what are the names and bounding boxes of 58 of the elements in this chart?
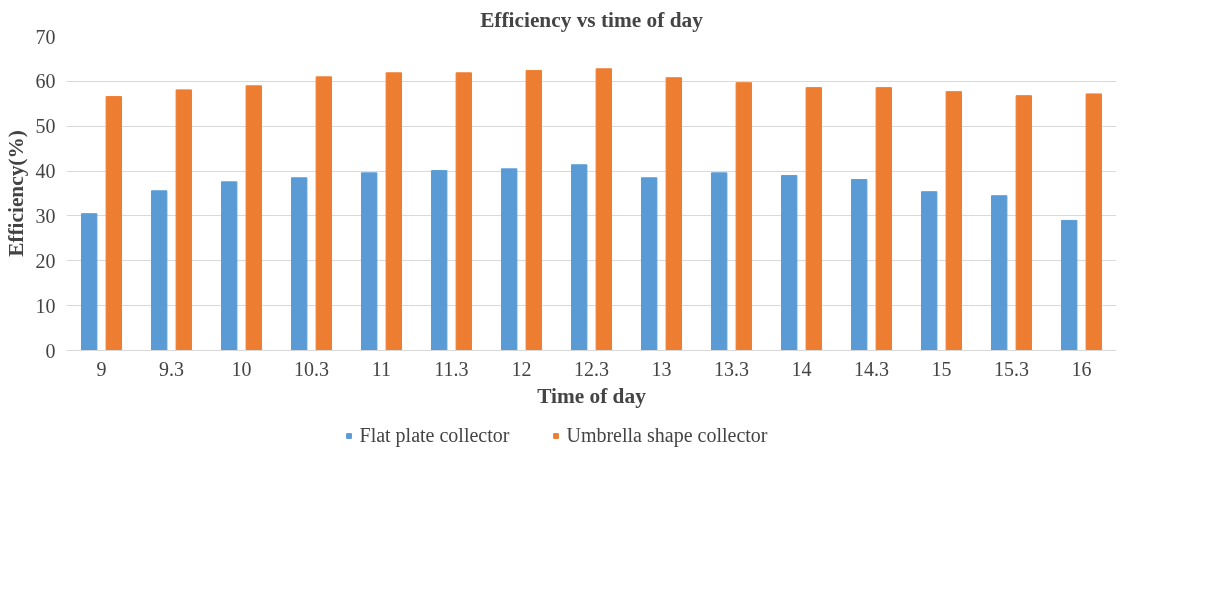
x-tick-label: 10.3: [294, 357, 329, 380]
legend-label: Flat plate collector: [359, 423, 510, 447]
x-tick-label: 11.3: [434, 357, 469, 380]
bar: [315, 76, 333, 351]
y-tick-label: 60: [35, 70, 56, 93]
x-tick-label: 15: [931, 357, 952, 380]
x-tick-label: 16: [1071, 357, 1092, 380]
legend-label: Umbrella shape collector: [566, 423, 768, 447]
y-tick-label: 70: [35, 25, 56, 48]
bar: [1085, 93, 1103, 351]
bar: [430, 170, 448, 351]
bar: [385, 72, 403, 351]
bar: [640, 177, 658, 351]
bar: [525, 70, 543, 351]
bar: [990, 195, 1008, 351]
bar: [850, 179, 868, 351]
y-axis-title: Efficiency(%): [3, 130, 28, 257]
bar: [80, 213, 98, 351]
bar: [595, 68, 613, 351]
x-tick-label: 11: [371, 357, 392, 380]
bar: [920, 191, 938, 351]
x-tick-label: 14.3: [854, 357, 889, 380]
x-tick-label: 9.3: [159, 357, 184, 380]
bar: [220, 181, 238, 351]
x-tick-label: 13.3: [714, 357, 749, 380]
x-axis-title: Time of day: [537, 383, 647, 408]
y-tick-label: 50: [35, 115, 56, 138]
bar: [245, 85, 263, 351]
x-tick-label: 15.3: [994, 357, 1029, 380]
bar: [945, 91, 963, 351]
bar: [710, 172, 728, 351]
x-tick-label: 14: [791, 357, 812, 380]
bar: [805, 87, 823, 351]
bar: [360, 172, 378, 351]
y-tick-label: 20: [35, 249, 56, 272]
bar: [175, 89, 193, 351]
bar: [105, 96, 123, 351]
x-tick-label: 13: [651, 357, 672, 380]
bar: [500, 168, 518, 351]
x-tick-label: 12.3: [574, 357, 609, 380]
bar: [150, 190, 168, 351]
bar: [780, 175, 798, 351]
x-tick-label: 10: [231, 357, 252, 380]
bar: [570, 164, 588, 351]
y-tick-label: 0: [45, 339, 56, 362]
bar: [455, 72, 473, 351]
y-tick-label: 10: [35, 294, 56, 317]
x-tick-label: 9: [96, 357, 107, 380]
bar: [1060, 219, 1078, 351]
chart-title: Efficiency vs time of day: [480, 7, 704, 32]
bar: [665, 77, 683, 351]
bar: [735, 82, 753, 351]
bar: [875, 87, 893, 351]
bar: [290, 177, 308, 351]
x-tick-label: 12: [511, 357, 532, 380]
y-tick-label: 30: [35, 204, 56, 227]
y-tick-label: 40: [35, 160, 56, 183]
bar: [1015, 95, 1033, 351]
